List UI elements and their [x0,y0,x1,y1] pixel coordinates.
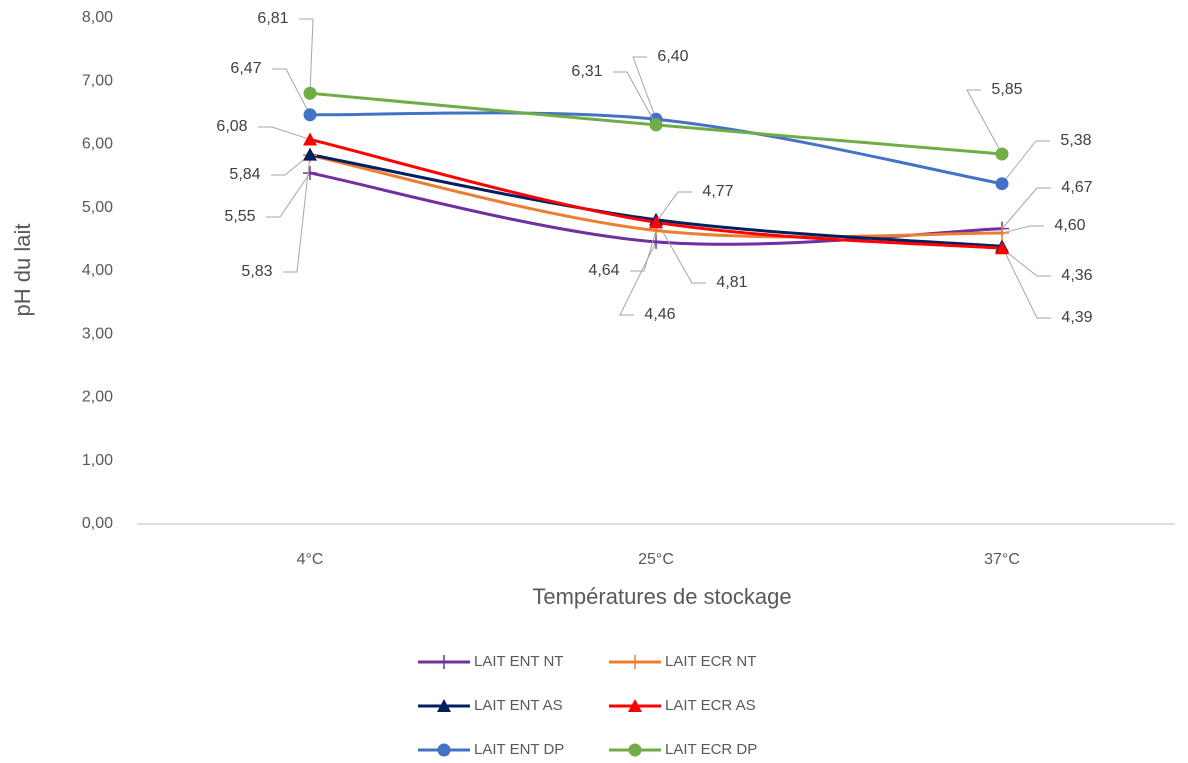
leader-line [1001,247,1051,277]
leader-line [1001,246,1051,319]
marker [649,118,663,132]
data-label: 4,81 [716,274,747,291]
leader-line [655,191,692,223]
y-axis-title: pH du lait [10,224,35,317]
leader-line [966,89,1003,155]
marker [628,743,642,757]
y-tick-label: 6,00 [82,136,113,153]
marker [303,108,317,122]
x-axis-title: Températures de stockage [532,584,791,609]
legend-item: LAIT ECR NT [609,653,756,670]
x-tick-label: 25°C [638,551,674,568]
leader-line [271,154,311,176]
leader-line [272,68,311,116]
data-label: 5,38 [1060,132,1091,149]
marker [437,699,451,712]
y-tick-label: 3,00 [82,325,113,342]
leader-line [299,18,314,94]
legend-item: LAIT ENT NT [418,653,563,670]
legend-item: LAIT ENT DP [418,741,564,758]
marker [995,177,1009,191]
data-label: 5,85 [991,81,1022,98]
legend-item: LAIT ECR DP [609,741,757,758]
marker [303,132,317,146]
marker [995,147,1009,161]
data-label: 4,36 [1061,267,1092,284]
marker [649,215,663,229]
leader-line [283,155,311,273]
marker [995,241,1009,255]
leader-line [619,241,657,316]
marker [303,165,317,180]
y-tick-label: 4,00 [82,262,113,279]
marker [437,743,451,757]
legend-label: LAIT ENT DP [474,741,564,758]
marker [628,699,642,712]
x-tick-label: 4°C [297,551,324,568]
y-tick-label: 2,00 [82,389,113,406]
legend-label: LAIT ECR NT [665,653,756,670]
leader-line [655,219,706,284]
data-label: 4,46 [644,306,675,323]
marker [995,226,1009,241]
legend-label: LAIT ENT NT [474,653,563,670]
leader-line [1001,187,1051,229]
legend-item: LAIT ECR AS [609,697,756,714]
data-label: 4,60 [1054,217,1085,234]
data-label: 6,47 [230,60,261,77]
data-label: 6,08 [216,118,247,135]
y-tick-label: 5,00 [82,199,113,216]
marker [303,147,317,161]
leader-line [258,126,311,140]
data-label: 5,84 [229,166,260,183]
legend-label: LAIT ENT AS [474,697,563,714]
marker [303,86,317,100]
y-tick-label: 0,00 [82,515,113,532]
leader-line [266,172,311,218]
legend-label: LAIT ECR AS [665,697,756,714]
data-label: 6,31 [571,63,602,80]
data-label: 4,77 [702,183,733,200]
leader-line [1001,140,1050,185]
leader-line [613,71,657,126]
leader-line [630,230,657,272]
marker [437,655,451,669]
data-label: 4,39 [1061,309,1092,326]
x-tick-label: 37°C [984,551,1020,568]
data-label: 5,83 [241,263,272,280]
y-tick-label: 1,00 [82,452,113,469]
legend-label: LAIT ECR DP [665,741,757,758]
legend-item: LAIT ENT AS [418,697,563,714]
leader-line [1001,225,1044,234]
data-label: 4,64 [588,262,619,279]
data-label: 5,55 [224,208,255,225]
data-label: 6,81 [257,10,288,27]
data-label: 6,40 [657,48,688,65]
y-tick-label: 8,00 [82,9,113,26]
y-tick-label: 7,00 [82,72,113,89]
marker [628,655,642,669]
leader-line [632,56,657,120]
data-label: 4,67 [1061,179,1092,196]
